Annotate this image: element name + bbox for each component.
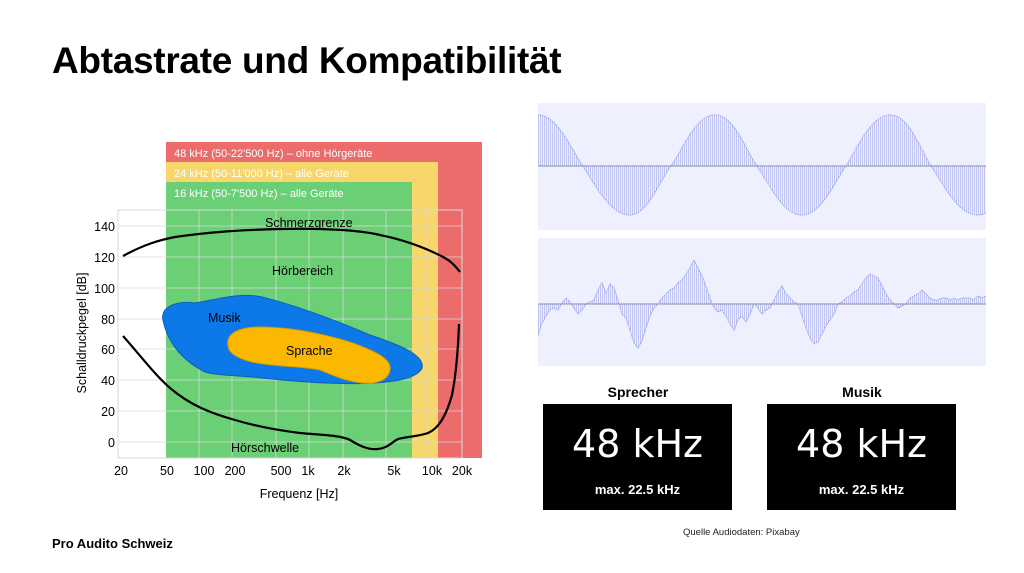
annotation-hoerschwelle: Hörschwelle (231, 441, 299, 455)
music-sample-rate: 48 kHz (796, 422, 927, 466)
x-tick: 1k (301, 464, 315, 478)
x-tick: 10k (422, 464, 443, 478)
y-tick: 140 (94, 220, 115, 234)
annotation-hoerbereich: Hörbereich (272, 264, 333, 278)
x-tick: 5k (387, 464, 401, 478)
page-title: Abtastrate und Kompatibilität (52, 40, 562, 81)
y-tick: 120 (94, 251, 115, 265)
source-credit: Quelle Audiodaten: Pixabay (683, 527, 800, 538)
y-axis-label: Schalldruckpegel [dB] (75, 273, 89, 394)
annotation-schmerzgrenze: Schmerzgrenze (265, 216, 353, 230)
hearing-range-chart: 48 kHz (50-22'500 Hz) – ohne Hörgeräte 2… (75, 142, 482, 501)
y-tick: 100 (94, 282, 115, 296)
speaker-max-frequency: max. 22.5 kHz (594, 482, 681, 497)
speaker-waveform (537, 103, 987, 230)
speaker-sample-rate-card: 48 kHz max. 22.5 kHz (543, 404, 732, 510)
music-waveform (537, 238, 987, 366)
band-label-48khz: 48 kHz (50-22'500 Hz) – ohne Hörgeräte (174, 148, 372, 160)
x-tick: 20k (452, 464, 473, 478)
band-label-24khz: 24 kHz (50-11'000 Hz) – alle Geräte (174, 168, 349, 180)
y-tick: 20 (101, 405, 115, 419)
speaker-sample-rate: 48 kHz (572, 422, 703, 466)
hearing-threshold-curve (122, 323, 461, 451)
music-max-frequency: max. 22.5 kHz (818, 482, 905, 497)
x-tick: 500 (271, 464, 292, 478)
music-card-heading: Musik (842, 384, 882, 400)
x-tick: 20 (114, 464, 128, 478)
annotation-sprache: Sprache (286, 344, 333, 358)
x-tick: 50 (160, 464, 174, 478)
y-tick: 60 (101, 343, 115, 357)
speaker-card-heading: Sprecher (607, 384, 669, 400)
music-sample-rate-card: 48 kHz max. 22.5 kHz (767, 404, 956, 510)
y-tick: 40 (101, 374, 115, 388)
annotation-musik: Musik (208, 311, 241, 325)
y-tick: 0 (108, 436, 115, 450)
pain-threshold-curve (122, 227, 461, 273)
x-axis-label: Frequenz [Hz] (260, 487, 339, 501)
footer-brand: Pro Audito Schweiz (52, 536, 173, 551)
x-tick: 200 (225, 464, 246, 478)
band-label-16khz: 16 kHz (50-7'500 Hz) – alle Geräte (174, 188, 344, 200)
x-tick: 2k (337, 464, 351, 478)
x-tick: 100 (194, 464, 215, 478)
speech-region (227, 326, 391, 384)
y-tick: 80 (101, 313, 115, 327)
